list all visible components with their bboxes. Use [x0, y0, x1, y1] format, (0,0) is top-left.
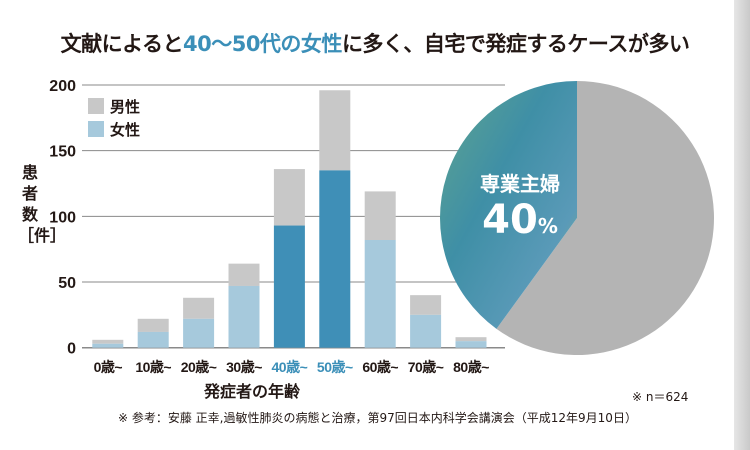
bar-female: [228, 285, 260, 348]
bar-female: [364, 239, 396, 348]
bar-male: [319, 90, 351, 171]
bar-male: [364, 191, 396, 240]
pie-slice-value: 40: [482, 197, 538, 243]
pie-slice-housewife-photo: [439, 81, 577, 329]
bar-female: [183, 318, 215, 348]
x-axis-label: 発症者の年齢: [204, 382, 301, 401]
legend-swatch: [88, 121, 104, 137]
bar-male: [137, 318, 169, 332]
title-highlight: 40～50代の女性: [182, 32, 342, 56]
y-axis-label: 患者数［件］: [18, 163, 67, 245]
bar-male: [183, 297, 215, 319]
bar-female: [455, 341, 487, 348]
bar-female: [410, 314, 442, 348]
pie-slice-name: 専業主婦: [480, 172, 560, 196]
legend-label: 男性: [110, 98, 140, 116]
card-shadow: [734, 0, 750, 450]
pie-slice-other: [496, 81, 714, 355]
y-tick-label: 150: [49, 144, 76, 161]
title-pre: 文献によると: [60, 32, 184, 56]
chart-title: 文献によると40～50代の女性に多く、自宅で発症するケースが多い: [0, 28, 750, 58]
bar-male: [410, 295, 442, 315]
bar-male: [92, 339, 124, 344]
sample-size: ※ n＝624: [632, 390, 689, 404]
legend-swatch: [88, 98, 104, 114]
bar-female: [273, 225, 305, 348]
x-tick-label: 30歳~: [226, 359, 262, 375]
y-tick-label: 200: [49, 78, 76, 95]
bar-female: [319, 170, 351, 348]
x-tick-label: 0歳~: [94, 359, 123, 375]
bar-male: [273, 169, 305, 226]
reference-note: ※ 参考：安藤 正幸,過敏性肺炎の病態と治療，第97回日本内科学会講演会（平成1…: [118, 411, 637, 425]
title-post: に多く、自宅で発症するケースが多い: [341, 32, 690, 56]
bar-male: [455, 337, 487, 342]
bar-female: [92, 343, 124, 348]
x-tick-label: 20歳~: [181, 359, 217, 375]
pie-label-housewife: 専業主婦 40%: [460, 168, 580, 243]
legend-label: 女性: [110, 121, 140, 139]
y-tick-label: 0: [67, 341, 76, 358]
y-tick-label: 50: [58, 275, 76, 292]
bar-male: [228, 263, 260, 286]
y-tick-label: 100: [49, 209, 76, 226]
pie-slice-unit: %: [537, 214, 558, 238]
bar-female: [137, 331, 169, 348]
x-tick-label: 40歳~: [272, 359, 308, 375]
x-tick-label: 60歳~: [362, 359, 398, 375]
x-tick-label: 50歳~: [317, 359, 353, 375]
x-tick-label: 10歳~: [135, 359, 171, 375]
x-tick-label: 70歳~: [408, 359, 444, 375]
x-tick-label: 80歳~: [453, 359, 489, 375]
